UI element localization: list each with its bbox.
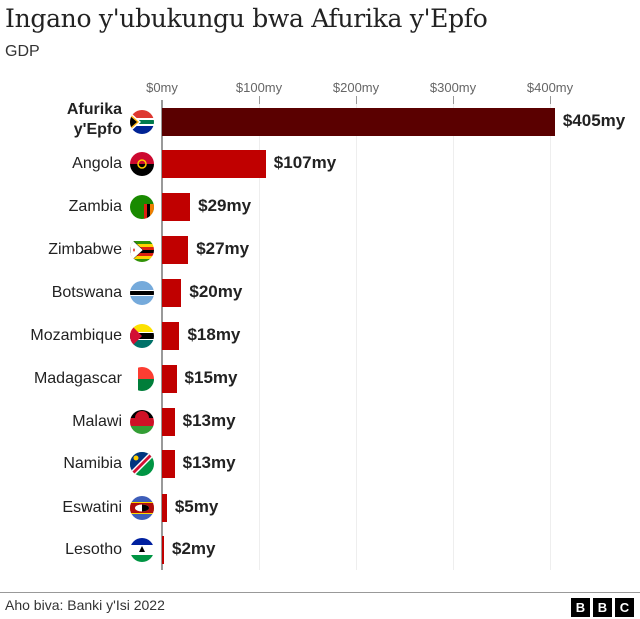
x-tick-label: $300my — [429, 80, 477, 95]
value-label: $405my — [562, 111, 626, 130]
bbc-logo: B B C — [571, 598, 634, 617]
tick-mark — [356, 96, 357, 104]
bar — [162, 193, 191, 221]
chart-subtitle: GDP — [5, 43, 40, 60]
category-label: Afurika y'Epfo — [67, 100, 122, 140]
x-tick-label: $200my — [332, 80, 380, 95]
tick-mark — [550, 96, 551, 104]
bar — [162, 408, 175, 436]
bar-row: Namibia $13my — [0, 0, 640, 478]
value-label: $29my — [198, 196, 252, 215]
bar — [162, 108, 555, 136]
value-label: $107my — [273, 153, 337, 172]
south-africa-flag-icon — [130, 110, 154, 134]
gridline — [550, 98, 551, 570]
x-tick-label: $400my — [526, 80, 574, 95]
footer-divider — [0, 592, 640, 593]
zambia-flag-icon — [130, 195, 154, 219]
chart-title: Ingano y'ubukungu bwa Afurika y'Epfo — [5, 4, 488, 33]
category-label: Namibia — [63, 455, 122, 472]
x-tick-label: $0my — [146, 80, 178, 95]
bar — [162, 494, 167, 522]
botswana-flag-icon — [130, 281, 154, 305]
source-note: Aho biva: Banki y'Isi 2022 — [5, 597, 165, 613]
zimbabwe-flag-icon — [130, 238, 154, 262]
bar-row: Eswatini $5my — [0, 0, 640, 522]
mozambique-flag-icon — [130, 324, 154, 348]
gridline — [259, 98, 260, 570]
category-label: Zambia — [68, 198, 122, 215]
madagascar-flag-icon — [130, 367, 154, 391]
bar-row: Zimbabwe $27my — [0, 0, 640, 264]
label-line: Afurika — [66, 101, 122, 118]
category-label: Mozambique — [30, 327, 122, 344]
bar-row: Malawi $13my — [0, 0, 640, 436]
tick-mark — [453, 96, 454, 104]
category-label: Lesotho — [65, 541, 122, 558]
category-label: Malawi — [72, 413, 122, 430]
bar-row: Madagascar $15my — [0, 0, 640, 393]
bar-row: Lesotho $2my — [0, 0, 640, 564]
bar — [162, 536, 164, 564]
angola-flag-icon — [130, 152, 154, 176]
category-label: Eswatini — [62, 499, 122, 516]
logo-letter: B — [593, 598, 612, 617]
x-tick-label: $100my — [235, 80, 283, 95]
bar — [162, 150, 266, 178]
category-label: Botswana — [51, 284, 122, 301]
bar-row: Botswana $20my — [0, 0, 640, 307]
logo-letter: B — [571, 598, 590, 617]
logo-letter: C — [615, 598, 634, 617]
bar — [162, 365, 177, 393]
label-line: y'Epfo — [73, 121, 122, 138]
value-label: $13my — [182, 411, 236, 430]
malawi-flag-icon — [130, 410, 154, 434]
namibia-flag-icon — [130, 452, 154, 476]
gridline — [356, 98, 357, 570]
bar — [162, 279, 182, 307]
value-label: $18my — [187, 325, 241, 344]
gridline — [453, 98, 454, 570]
bar — [162, 322, 180, 350]
bar-row: Zambia $29my — [0, 0, 640, 221]
value-label: $20my — [189, 282, 243, 301]
bar — [162, 450, 175, 478]
tick-mark — [259, 96, 260, 104]
bar-row: Angola $107my — [0, 0, 640, 178]
category-label: Madagascar — [33, 370, 122, 387]
lesotho-flag-icon — [130, 538, 154, 562]
bar-row: Afurika y'Epfo $405my — [0, 0, 640, 138]
category-label: Angola — [72, 155, 122, 172]
value-label: $5my — [174, 497, 219, 516]
value-label: $15my — [184, 368, 238, 387]
bar-row: Mozambique $18my — [0, 0, 640, 350]
value-label: $27my — [196, 239, 250, 258]
value-label: $13my — [182, 453, 236, 472]
bar — [162, 236, 189, 264]
value-label: $2my — [172, 539, 216, 558]
category-label: Zimbabwe — [48, 241, 122, 258]
eswatini-flag-icon — [130, 496, 154, 520]
